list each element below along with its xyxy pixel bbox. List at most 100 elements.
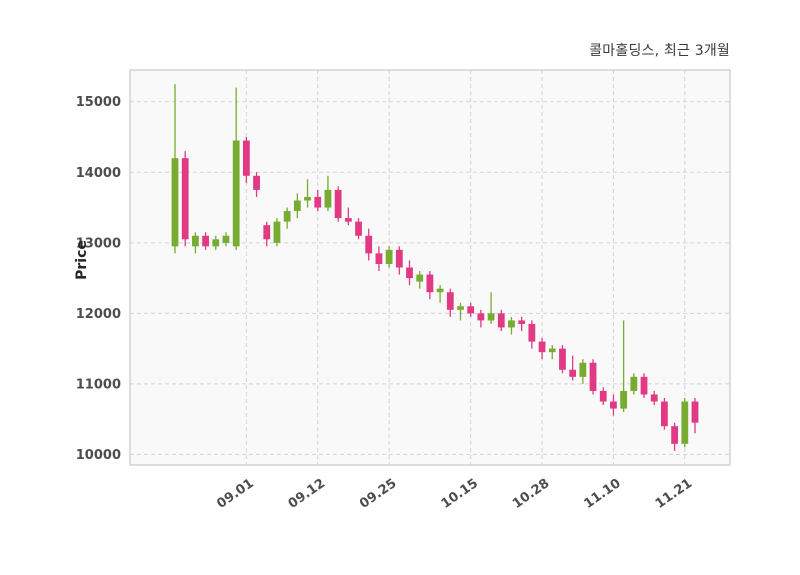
candle-body [559, 348, 566, 370]
x-tick-label: 10.15 [439, 476, 481, 512]
x-tick-label: 11.10 [581, 476, 623, 512]
candle-body [620, 390, 628, 409]
candle-body [232, 140, 240, 247]
candle-body [273, 221, 281, 243]
candle-down [395, 246, 403, 275]
plot-border [129, 69, 731, 466]
candle-up [293, 193, 301, 219]
candle-body [385, 249, 393, 264]
candle-body [334, 189, 342, 219]
candle-body [181, 158, 189, 240]
candle-up [222, 232, 230, 247]
candle-up [212, 235, 220, 250]
candle-down [497, 309, 505, 331]
candle-down [477, 309, 485, 328]
candle-down [355, 218, 362, 240]
candle-body [426, 274, 434, 293]
candle-down [559, 345, 566, 374]
candle-body [304, 196, 311, 201]
x-tick-label: 11.21 [653, 476, 695, 512]
x-tick-label: 09.25 [357, 476, 399, 512]
candle-up [681, 397, 689, 448]
candle-up [324, 175, 332, 212]
candle-down [467, 302, 475, 317]
candle-body [436, 288, 444, 293]
candle-body [375, 253, 383, 264]
x-tick-label: 09.01 [214, 476, 256, 512]
candle-body [487, 313, 495, 321]
candle-body [212, 239, 220, 247]
candle-body [681, 401, 689, 444]
candle-down [253, 172, 260, 197]
candle-down [426, 271, 434, 300]
candle-body [610, 401, 617, 409]
candle-body [569, 369, 577, 377]
candle-up [191, 232, 199, 254]
y-tick-label: 12000 [76, 307, 121, 322]
candle-down [640, 373, 648, 398]
candle-down [344, 207, 352, 226]
candle-body [446, 292, 454, 310]
candle-up [548, 345, 556, 360]
candle-body [457, 306, 464, 310]
candle-body [599, 390, 607, 402]
candle-body [365, 235, 373, 254]
candle-down [599, 387, 607, 406]
candle-body [395, 249, 403, 268]
candle-body [508, 320, 515, 328]
candle-up [273, 218, 281, 247]
candle-down [671, 422, 679, 451]
y-tick-label: 10000 [76, 448, 121, 463]
candle-up [436, 285, 444, 303]
candle-body [671, 426, 679, 444]
candle-body [528, 323, 536, 342]
candle-body [344, 218, 352, 222]
y-tick-label: 11000 [76, 377, 121, 392]
candle-up [232, 87, 240, 250]
candle-up [487, 292, 495, 324]
candle-down [691, 397, 699, 434]
y-tick-label: 13000 [76, 236, 121, 251]
candle-up [620, 320, 628, 413]
candle-body [477, 313, 485, 321]
candle-down [446, 288, 454, 317]
candle-down [528, 320, 536, 349]
candle-body [589, 362, 597, 391]
candle-up [385, 246, 393, 268]
candle-down [375, 246, 383, 272]
candle-down [263, 221, 271, 247]
candle-body [548, 348, 556, 353]
candle-down [242, 137, 250, 183]
candle-body [253, 175, 260, 190]
candle-body [283, 211, 291, 222]
candle-body [406, 267, 413, 279]
y-tick-label: 14000 [76, 166, 121, 181]
candle-down [202, 232, 209, 250]
candle-body [650, 394, 658, 402]
candle-body [691, 401, 699, 423]
x-tick-label: 10.28 [510, 476, 552, 512]
candle-down [661, 397, 668, 430]
candle-body [324, 189, 332, 208]
y-tick-label: 15000 [76, 95, 121, 110]
candle-body [630, 376, 638, 391]
candle-body [202, 235, 209, 247]
candle-body [242, 140, 250, 176]
candle-down [181, 151, 189, 247]
candle-body [171, 158, 179, 247]
candle-down [334, 186, 342, 222]
candle-down [538, 338, 546, 360]
candle-body [538, 341, 546, 353]
candle-body [497, 313, 505, 328]
plot-area [130, 70, 730, 465]
candle-body [579, 362, 587, 377]
candle-body [467, 306, 475, 314]
candle-down [589, 359, 597, 395]
candle-body [222, 235, 230, 243]
candle-up [579, 359, 587, 384]
candle-down [518, 316, 526, 331]
candle-body [661, 401, 668, 427]
candle-down [610, 394, 617, 416]
